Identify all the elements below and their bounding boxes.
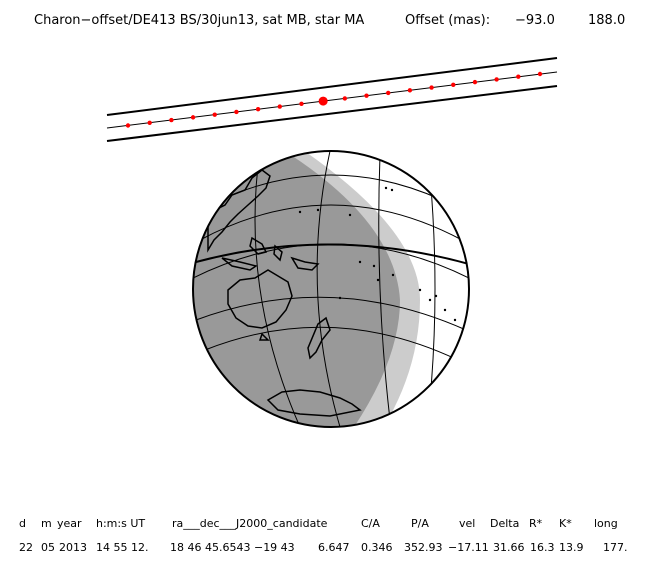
new-guinea-coast	[290, 256, 320, 271]
header-k-mag: K*	[559, 517, 572, 530]
graticule-lon-4	[429, 174, 436, 401]
australia-coast	[227, 269, 293, 329]
shadow-edge-south	[106, 85, 558, 142]
shadow-edge-north	[106, 57, 558, 116]
value-r-mag: 16.3	[530, 541, 555, 554]
tasmania-coast	[258, 332, 270, 341]
coastlines	[207, 169, 362, 417]
header-day: d	[19, 517, 26, 530]
value-ra-dec: 18 46 45.6543 −19 43	[170, 541, 295, 554]
offset-label: Offset (mas):	[405, 13, 491, 28]
event-label: Charon−offset/DE413 BS/30jun13, sat MB, …	[34, 13, 365, 28]
antarctica-coast	[266, 389, 362, 417]
header-ca: C/A	[361, 517, 380, 530]
new-zealand-coast	[307, 316, 331, 360]
track-dot	[386, 90, 391, 96]
value-distance: 31.66	[493, 541, 525, 554]
header-pa: P/A	[411, 517, 429, 530]
graticule-lat-40n	[199, 204, 463, 241]
track-dot	[190, 115, 196, 120]
track-dot	[255, 107, 261, 112]
track-dot	[147, 120, 152, 125]
track-dot	[451, 82, 456, 88]
sulawesi-coast	[273, 244, 283, 262]
track-dot	[125, 123, 131, 128]
track-dot	[212, 112, 217, 117]
plot-title: Charon−offset/DE413 BS/30jun13, sat MB, …	[0, 13, 649, 33]
header-year: year	[57, 517, 82, 530]
header-long: long	[594, 517, 618, 530]
track-dots	[125, 71, 543, 128]
track-dot	[277, 104, 282, 109]
graticule-lon-3	[378, 154, 391, 421]
track-dot	[299, 101, 304, 107]
value-day: 22	[19, 541, 33, 554]
track-dot	[516, 74, 521, 79]
value-year: 2013	[59, 541, 87, 554]
header-r-mag: R*	[529, 517, 543, 530]
graticule-lon-2	[316, 151, 341, 427]
track-dot	[494, 77, 499, 82]
value-k-mag: 13.9	[559, 541, 584, 554]
header-delta: Delta	[490, 517, 520, 530]
closest-approach-dot	[318, 96, 328, 106]
header-vel: vel	[459, 517, 476, 530]
night-region	[193, 151, 400, 427]
value-ca: 6.647	[318, 541, 350, 554]
shadow-centerline	[106, 71, 558, 129]
value-pa: 0.346	[361, 541, 393, 554]
table-header-row: d m year h:m:s UT ra___dec___J2000_candi…	[0, 517, 649, 535]
globe	[193, 151, 469, 427]
asia-coast	[207, 169, 271, 253]
track-dot	[364, 93, 369, 98]
header-coordinates: ra___dec___J2000_candidate	[172, 517, 328, 530]
offset-y-value: 188.0	[588, 13, 626, 28]
graticule-lat-30s	[204, 326, 459, 361]
equator-line	[195, 243, 469, 265]
graticule-lat-60n	[219, 174, 443, 201]
table-data-row: 22 05 2013 14 55 12. 18 46 45.6543 −19 4…	[0, 541, 649, 559]
track-dot	[234, 109, 239, 115]
pacific-islands	[298, 186, 457, 322]
track-dot	[407, 88, 413, 93]
track-dot	[472, 79, 478, 85]
offset-x-value: −93.0	[515, 13, 555, 28]
shadow-path	[106, 57, 558, 142]
value-long: 177.	[603, 541, 628, 554]
track-dot	[342, 96, 348, 101]
borneo-coast	[249, 236, 268, 255]
header-time: h:m:s UT	[96, 517, 146, 530]
track-dot	[169, 117, 174, 123]
value-delta: −17.11	[448, 541, 489, 554]
track-dot	[429, 85, 434, 90]
value-month: 05	[41, 541, 55, 554]
sumatra-java-coast	[221, 257, 258, 271]
globe-limb	[192, 150, 470, 428]
header-month: m	[41, 517, 52, 530]
value-time: 14 55 12.	[96, 541, 149, 554]
track-dot	[537, 71, 543, 77]
value-vel: 352.93	[404, 541, 443, 554]
